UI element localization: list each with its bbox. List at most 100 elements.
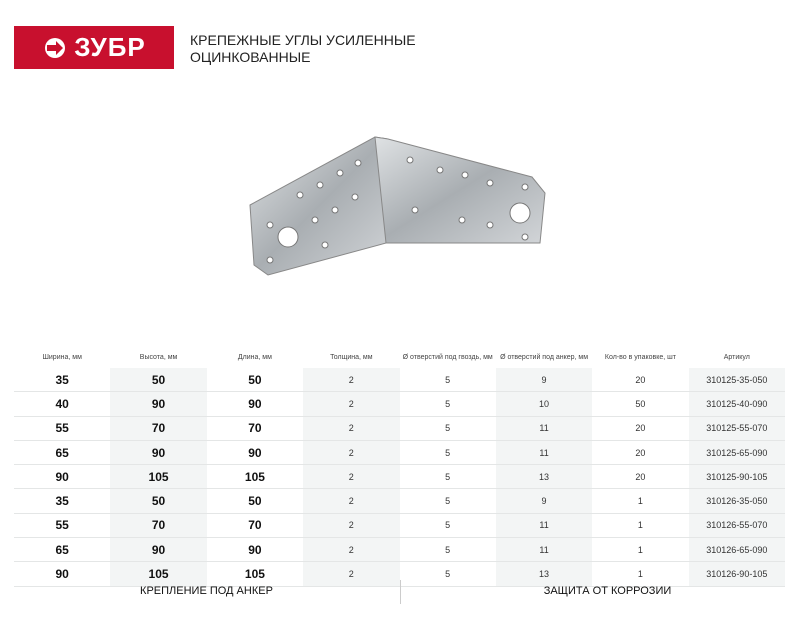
table-cell: 310126-35-050 [688,488,785,514]
table-cell: 105 [206,561,304,587]
table-cell: 11 [495,537,593,563]
column-header: Ø отверстий под гвоздь, мм [402,354,493,361]
table-cell: 5 [399,416,496,441]
table-row: 40 90 90 2 5 10 50 310125-40-090 [14,391,785,417]
table-cell: 65 [14,440,111,466]
table-row: 55 70 70 2 5 11 1 310126-55-070 [14,513,785,539]
table-cell: 2 [303,537,400,563]
table-cell: 5 [399,368,496,393]
table-cell: 310125-65-090 [688,440,785,466]
column-header: Ширина, мм [42,354,82,361]
table-cell: 105 [110,464,207,490]
table-cell: 20 [592,416,689,441]
table-cell: 5 [399,464,496,490]
logo-text: ЗУБР [74,32,146,62]
table-cell: 20 [592,464,689,490]
table-cell: 10 [495,391,593,417]
arrow-logo-icon [45,37,66,58]
table-cell: 55 [14,513,111,539]
table-cell: 2 [303,391,400,417]
table-cell: 50 [110,488,207,514]
title-line-1: КРЕПЕЖНЫЕ УГЛЫ УСИЛЕННЫЕ [190,32,416,48]
table-cell: 5 [399,537,496,563]
table-cell: 20 [592,440,689,466]
table-cell: 90 [110,537,207,563]
table-cell: 70 [206,416,304,441]
table-cell: 90 [14,561,111,587]
table-cell: 50 [206,368,304,393]
product-image [249,136,546,276]
table-cell: 2 [303,488,400,514]
table-cell: 90 [14,464,111,490]
table-cell: 40 [14,391,111,417]
table-cell: 5 [399,391,496,417]
table-cell: 55 [14,416,111,441]
table-cell: 35 [14,488,111,514]
table-cell: 310125-90-105 [688,464,785,490]
table-cell: 70 [110,416,207,441]
table-cell: 9 [495,488,593,514]
specs-table: Ширина, мм Высота, мм Длина, мм Толщина, мм… [14,347,785,587]
column-header: Артикул [723,354,750,361]
table-cell: 90 [110,440,207,466]
table-row: 90 105 105 2 5 13 1 310126-90-105 [14,561,785,587]
table-row: 65 90 90 2 5 11 1 310126-65-090 [14,537,785,563]
table-cell: 11 [495,416,593,441]
table-row: 35 50 50 2 5 9 1 310126-35-050 [14,488,785,514]
table-cell: 2 [303,416,400,441]
table-cell: 50 [110,368,207,393]
column-header: Высота, мм [139,354,178,361]
table-row: 35 50 50 2 5 9 20 310125-35-050 [14,368,785,393]
column-header: Толщина, мм [330,354,373,361]
column-header: Кол-во в упаковке, шт [604,354,676,361]
brand-logo: ЗУБР [14,26,174,69]
table-cell: 11 [495,440,593,466]
table-cell: 105 [110,561,207,587]
table-cell: 1 [592,561,689,587]
table-cell: 20 [592,368,689,393]
table-cell: 90 [110,391,207,417]
table-cell: 9 [495,368,593,393]
table-cell: 13 [495,464,593,490]
table-cell: 90 [206,391,304,417]
table-cell: 5 [399,513,496,539]
title-line-2: ОЦИНКОВАННЫЕ [190,49,311,65]
feature-anchor-mount: КРЕПЛЕНИЕ ПОД АНКЕР [140,585,273,597]
feature-corrosion-protection: ЗАЩИТА ОТ КОРРОЗИИ [543,585,672,597]
table-cell: 90 [206,537,304,563]
table-cell: 50 [592,391,689,417]
column-header: Ø отверстий под анкер, мм [500,354,589,361]
table-cell: 310126-90-105 [688,561,785,587]
table-cell: 5 [399,440,496,466]
table-cell: 35 [14,368,111,393]
column-header: Длина, мм [237,354,272,361]
table-cell: 2 [303,513,400,539]
table-cell: 5 [399,488,496,514]
table-cell: 310126-55-070 [688,513,785,539]
table-cell: 105 [206,464,304,490]
table-cell: 1 [592,537,689,563]
table-cell: 65 [14,537,111,563]
table-cell: 13 [495,561,593,587]
table-cell: 70 [110,513,207,539]
table-cell: 1 [592,488,689,514]
table-cell: 310126-65-090 [688,537,785,563]
table-cell: 70 [206,513,304,539]
table-cell: 2 [303,561,400,587]
table-cell: 310125-40-090 [688,391,785,417]
table-row: 55 70 70 2 5 11 20 310125-55-070 [14,416,785,441]
table-cell: 310125-55-070 [688,416,785,441]
table-row: 90 105 105 2 5 13 20 310125-90-105 [14,464,785,490]
table-cell: 1 [592,513,689,539]
table-row: 65 90 90 2 5 11 20 310125-65-090 [14,440,785,466]
table-cell: 2 [303,440,400,466]
table-cell: 11 [495,513,593,539]
table-cell: 310125-35-050 [688,368,785,393]
divider [400,580,401,604]
table-cell: 2 [303,368,400,393]
table-cell: 2 [303,464,400,490]
table-cell: 90 [206,440,304,466]
page-title: КРЕПЕЖНЫЕ УГЛЫ УСИЛЕННЫЕ ОЦИНКОВАННЫЕ [190,32,416,66]
table-cell: 5 [399,561,496,587]
